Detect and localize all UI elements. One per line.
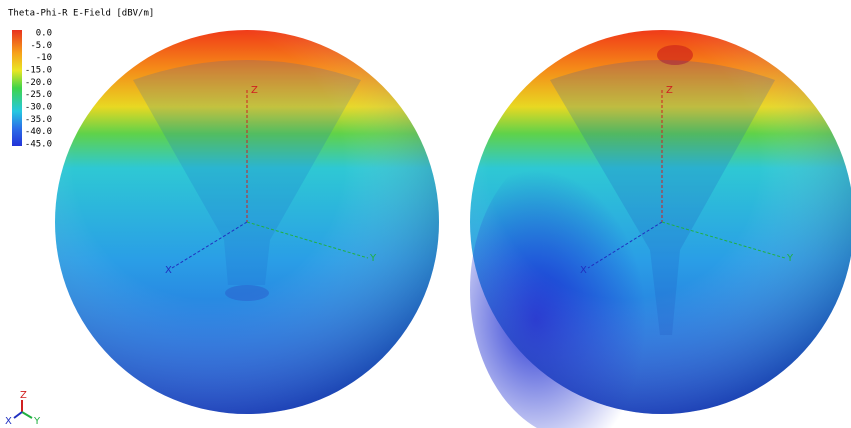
triad-label: Y [33, 416, 41, 427]
colorbar-label: -45.0 [25, 140, 52, 150]
axis-triad: Z Y X [5, 390, 41, 427]
colorbar-label: -10 [36, 53, 52, 63]
legend-title: Theta-Phi-R E-Field [dBV/m] [8, 9, 154, 19]
colorbar [12, 30, 22, 146]
sphere-right: Z Y X [470, 30, 851, 428]
axis-label: Z [251, 85, 258, 96]
axis-label: X [165, 265, 172, 276]
colorbar-label: -25.0 [25, 90, 52, 100]
axis-label: Y [369, 253, 377, 264]
colorbar-label: -5.0 [30, 41, 52, 51]
axis-label: X [580, 265, 587, 276]
triad-label: X [5, 416, 12, 427]
colorbar-label: 0.0 [36, 29, 52, 39]
triad-label: Z [20, 390, 27, 401]
field-viewer: Theta-Phi-R E-Field [dBV/m] 0.0 -5.0 -10 -1… [0, 0, 851, 428]
colorbar-label: -20.0 [25, 78, 52, 88]
axis-label: Y [786, 253, 794, 264]
colorbar-label: -35.0 [25, 115, 52, 125]
colorbar-label: -40.0 [25, 127, 52, 137]
sphere-left: Z Y X [55, 30, 439, 414]
colorbar-label: -15.0 [25, 66, 52, 76]
axis-label: Z [666, 85, 673, 96]
colorbar-label: -30.0 [25, 103, 52, 113]
